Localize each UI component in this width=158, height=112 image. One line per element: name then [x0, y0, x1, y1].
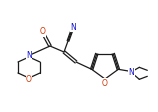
- Text: O: O: [26, 74, 32, 84]
- Text: N: N: [70, 23, 76, 31]
- Text: N: N: [26, 52, 32, 60]
- Text: N: N: [128, 68, 134, 77]
- Text: O: O: [102, 79, 108, 87]
- Text: O: O: [40, 28, 46, 37]
